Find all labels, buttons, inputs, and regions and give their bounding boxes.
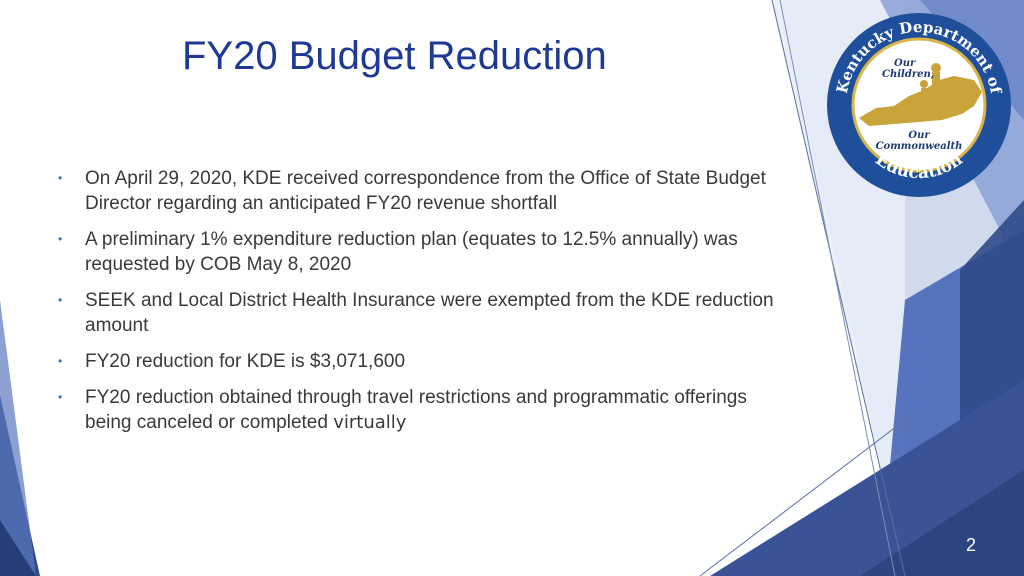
bullet-dot-icon: • <box>58 232 63 246</box>
bullet-text: FY20 reduction for KDE is $3,071,600 <box>85 351 406 372</box>
bottom-corner-wedge <box>860 470 1024 576</box>
bullet-item: • FY20 reduction obtained through travel… <box>56 385 796 435</box>
kde-seal-logo: Kentucky Department of Education Our Chi… <box>827 13 1011 197</box>
bullet-text: A preliminary 1% expenditure reduction p… <box>85 229 738 275</box>
bullet-dot-icon: • <box>58 293 63 307</box>
bullet-item: • A preliminary 1% expenditure reduction… <box>56 227 796 277</box>
child-body-icon <box>921 88 927 104</box>
seal-line2: Children, <box>882 69 934 80</box>
bullet-text: SEEK and Local District Health Insurance… <box>85 290 774 336</box>
bullet-item: • SEEK and Local District Health Insuran… <box>56 288 796 338</box>
divider-line-3 <box>699 419 906 576</box>
bullet-dot-icon: • <box>58 354 63 368</box>
seal-line4: Commonwealth <box>876 141 963 152</box>
bullet-text: FY20 reduction obtained through travel r… <box>85 387 747 433</box>
divider-line-1 <box>771 0 906 576</box>
figure-body-icon <box>932 72 940 100</box>
bullet-item: • On April 29, 2020, KDE received corres… <box>56 166 796 216</box>
seal-line3: Our <box>908 130 930 141</box>
bullet-item: • FY20 reduction for KDE is $3,071,600 <box>56 349 796 374</box>
bullet-list: • On April 29, 2020, KDE received corres… <box>56 166 796 446</box>
bullet-dot-icon: • <box>58 171 63 185</box>
slide-title: FY20 Budget Reduction <box>182 34 607 78</box>
kentucky-map-icon <box>859 76 982 126</box>
page-number: 2 <box>965 535 976 555</box>
bullet-text-tail: virtually <box>333 412 407 433</box>
bullet-dot-icon: • <box>58 390 63 404</box>
left-light-triangle <box>0 300 36 576</box>
bullet-text: On April 29, 2020, KDE received correspo… <box>85 168 766 214</box>
left-corner-triangle <box>0 520 36 576</box>
child-head-icon <box>920 80 928 88</box>
divider-line-2 <box>779 0 896 576</box>
figure-head-icon <box>931 63 941 73</box>
seal-line1: Our <box>894 58 916 69</box>
